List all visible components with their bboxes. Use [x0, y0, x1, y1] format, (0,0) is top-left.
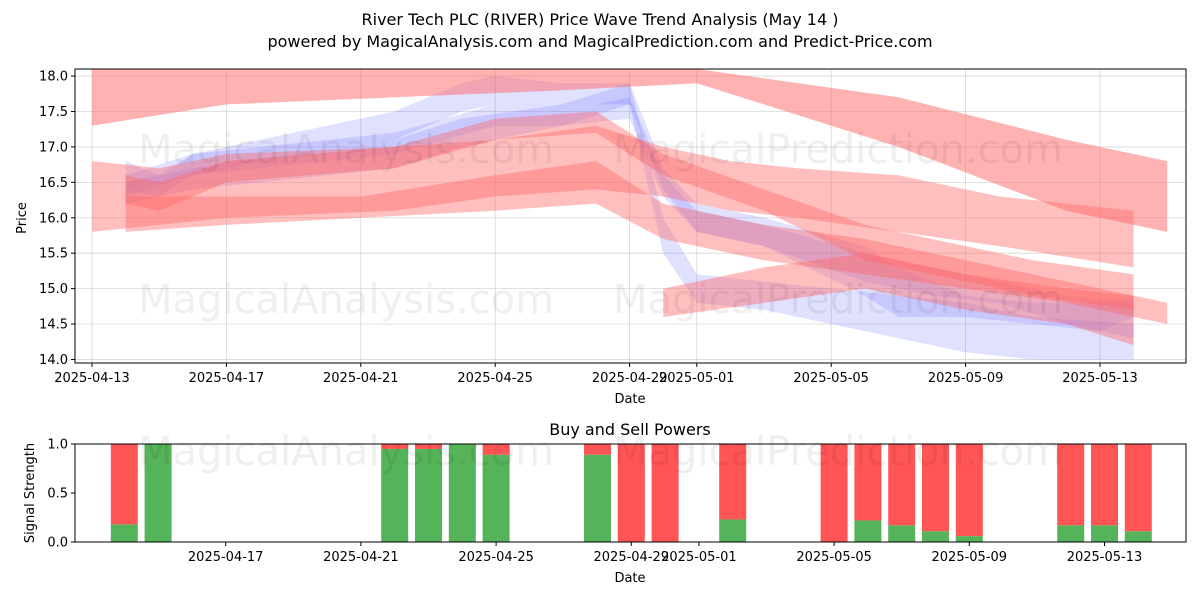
sell-power-bar — [482, 444, 510, 455]
price-x-tick-label: 2025-05-09 — [928, 371, 1004, 386]
powers-y-ticks: 0.0 0.5 1.0 — [47, 438, 75, 551]
sell-power-bar — [415, 444, 442, 449]
price-y-tick-label: 14.5 — [39, 318, 68, 333]
buy-power-bar — [110, 524, 138, 542]
powers-x-tick-label: 2025-04-17 — [188, 550, 264, 565]
red-prediction-band — [92, 125, 1134, 268]
powers-x-tick-label: 2025-05-13 — [1067, 550, 1143, 565]
sell-power-bar — [617, 444, 645, 542]
price-x-tick-label: 2025-04-21 — [323, 371, 399, 386]
buy-power-bar — [922, 531, 949, 542]
red-prediction-band — [663, 253, 1134, 346]
chart-title: River Tech PLC (RIVER) Price Wave Trend … — [362, 10, 839, 29]
price-x-tick-label: 2025-05-01 — [659, 371, 735, 386]
buy-power-bar — [415, 448, 442, 542]
powers-y-tick-label: 1.0 — [47, 438, 68, 453]
watermark-prediction-mid: MagicalPrediction.com — [613, 277, 1063, 323]
buy-power-bar — [482, 454, 510, 542]
powers-y-label: Signal Strength — [23, 443, 38, 543]
price-plot-frame — [74, 68, 1187, 364]
watermark-analysis-mid: MagicalAnalysis.com — [138, 277, 554, 323]
price-x-tick-label: 2025-04-17 — [189, 371, 265, 386]
price-y-ticks: 14.0 14.5 15.0 15.5 16.0 16.5 17.0 17.5 18.0 — [39, 70, 75, 368]
buy-power-bar — [381, 448, 409, 542]
price-x-tick-label: 2025-04-25 — [457, 371, 533, 386]
sell-power-bar — [888, 444, 916, 526]
buy-power-bar — [888, 525, 916, 542]
powers-bars — [110, 444, 1152, 542]
sell-power-bar — [584, 444, 611, 455]
powers-x-tick-label: 2025-04-21 — [323, 550, 399, 565]
buy-power-bar — [955, 536, 983, 542]
sell-power-bar — [1057, 444, 1085, 526]
watermark-prediction-bottom: MagicalPrediction.com — [613, 429, 1063, 475]
buy-power-bar — [1057, 525, 1085, 542]
price-y-tick-label: 16.5 — [39, 176, 68, 191]
buy-power-bar — [448, 444, 476, 542]
sell-power-bar — [651, 444, 679, 542]
sell-power-bar — [1091, 444, 1118, 526]
buy-power-bar — [719, 519, 747, 542]
price-y-label: Price — [15, 202, 30, 234]
price-x-tick-label: 2025-05-05 — [793, 371, 869, 386]
sell-power-bar — [922, 444, 949, 532]
sell-power-bar — [854, 444, 882, 521]
price-y-tick-label: 14.0 — [39, 353, 68, 368]
blue-prediction-band — [125, 83, 1134, 360]
powers-x-tick-label: 2025-05-01 — [661, 550, 737, 565]
powers-y-tick-label: 0.5 — [47, 487, 68, 502]
red-prediction-band — [125, 161, 1168, 324]
powers-x-tick-label: 2025-04-25 — [458, 550, 534, 565]
powers-y-tick-label: 0.0 — [47, 536, 68, 551]
price-y-tick-label: 15.0 — [39, 282, 68, 297]
blue-prediction-band — [125, 97, 1134, 339]
powers-title: Buy and Sell Powers — [549, 420, 711, 439]
price-y-tick-label: 15.5 — [39, 247, 68, 262]
price-x-tick-label: 2025-05-13 — [1062, 371, 1138, 386]
price-y-tick-label: 16.0 — [39, 211, 68, 226]
price-x-tick-label: 2025-04-13 — [54, 371, 130, 386]
blue-prediction-band — [125, 76, 1134, 332]
buy-power-bar — [1124, 531, 1152, 542]
chart-subtitle: powered by MagicalAnalysis.com and Magic… — [267, 32, 932, 51]
powers-x-tick-label: 2025-05-05 — [796, 550, 872, 565]
sell-power-bar — [719, 444, 747, 520]
powers-x-tick-label: 2025-05-09 — [932, 550, 1008, 565]
buy-power-bar — [854, 520, 882, 542]
price-y-tick-label: 18.0 — [39, 70, 68, 85]
powers-x-label: Date — [614, 571, 645, 586]
watermark-analysis-top: MagicalAnalysis.com — [138, 127, 554, 173]
sell-power-bar — [110, 444, 138, 525]
sell-power-bar — [955, 444, 983, 537]
red-prediction-band — [92, 69, 1168, 232]
powers-x-tick-label: 2025-04-29 — [594, 550, 670, 565]
buy-power-bar — [1091, 525, 1118, 542]
watermark-analysis-bottom: MagicalAnalysis.com — [138, 429, 554, 475]
price-x-tick-label: 2025-04-29 — [592, 371, 668, 386]
buy-power-bar — [584, 454, 611, 542]
buy-power-bar — [144, 444, 172, 542]
price-y-tick-label: 17.0 — [39, 140, 68, 155]
watermark-prediction-top: MagicalPrediction.com — [613, 127, 1063, 173]
sell-power-bar — [1124, 444, 1152, 532]
sell-power-bar — [820, 444, 848, 542]
price-x-ticks: 2025-04-13 2025-04-17 2025-04-21 2025-04-25… — [54, 363, 1138, 386]
red-prediction-band — [125, 111, 1134, 310]
price-y-tick-label: 17.5 — [39, 105, 68, 120]
powers-x-ticks: 2025-04-17 2025-04-21 2025-04-25 2025-04-29… — [188, 542, 1142, 565]
price-bands — [92, 69, 1168, 360]
price-x-label: Date — [614, 392, 645, 407]
sell-power-bar — [381, 444, 409, 449]
